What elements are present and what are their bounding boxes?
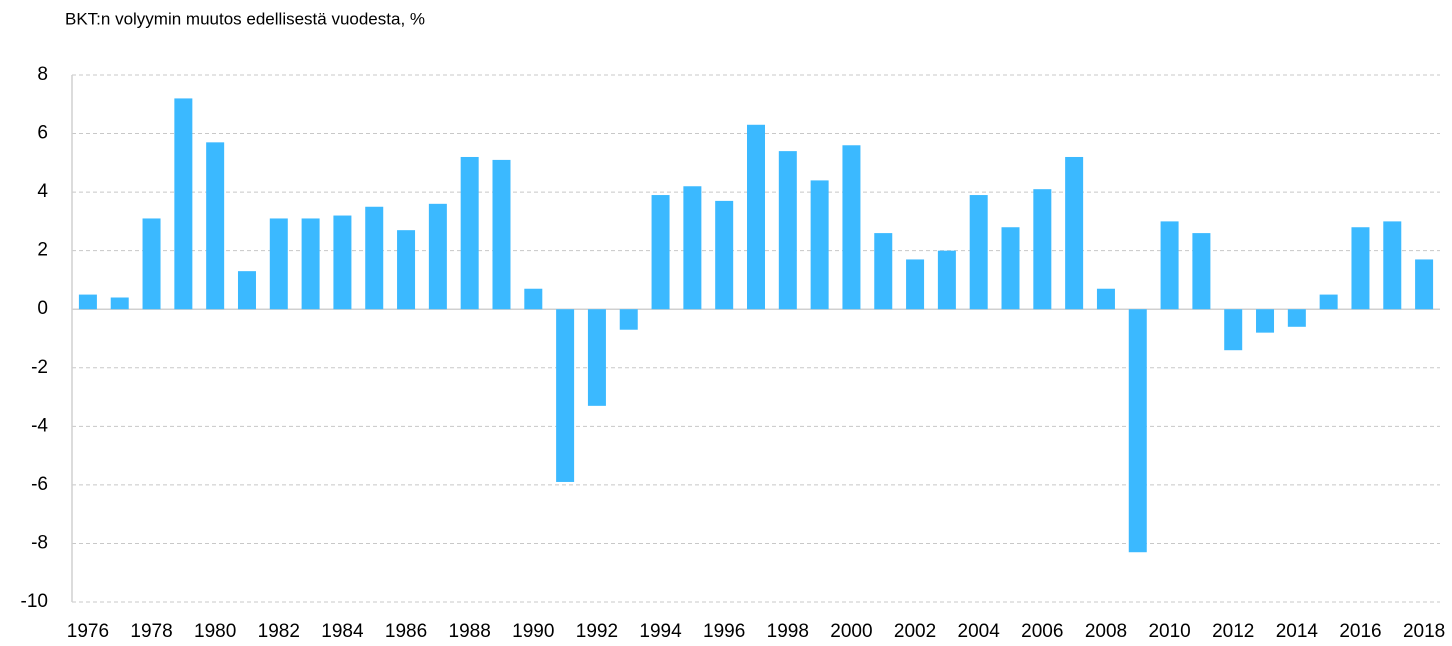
x-tick-label: 2014 — [1276, 621, 1319, 642]
x-tick-label: 1982 — [258, 621, 300, 642]
bar — [301, 218, 320, 310]
bar — [524, 288, 543, 310]
bar — [78, 294, 97, 310]
y-tick-label: -10 — [21, 591, 48, 612]
y-tick-label: -6 — [31, 474, 48, 495]
y-tick-label: -2 — [31, 357, 48, 378]
bar — [1096, 288, 1115, 310]
x-tick-label: 1986 — [385, 621, 427, 642]
x-tick-label: 2008 — [1085, 621, 1127, 642]
bar — [237, 271, 256, 310]
y-tick-label: -4 — [31, 415, 48, 436]
x-tick-label: 2000 — [830, 621, 872, 642]
bar — [810, 180, 829, 310]
bar — [1351, 227, 1370, 310]
bar — [587, 309, 606, 406]
bar — [1065, 156, 1084, 310]
x-tick-label: 1988 — [449, 621, 491, 642]
y-tick-label: 4 — [37, 181, 48, 202]
x-tick-label: 1992 — [576, 621, 618, 642]
x-tick-label: 1994 — [639, 621, 682, 642]
bar — [969, 195, 988, 310]
x-tick-label: 1980 — [194, 621, 236, 642]
x-tick-label: 1996 — [703, 621, 745, 642]
bar — [1033, 189, 1052, 310]
bar — [1383, 221, 1402, 310]
x-tick-label: 1990 — [512, 621, 554, 642]
x-tick-label: 1978 — [130, 621, 172, 642]
bar — [460, 156, 479, 310]
bar — [492, 159, 511, 310]
bar — [269, 218, 288, 310]
x-tick-label: 2004 — [958, 621, 1001, 642]
bar — [365, 206, 384, 310]
bar — [1160, 221, 1179, 310]
y-tick-label: -8 — [31, 532, 48, 553]
bar — [906, 259, 925, 310]
x-tick-label: 1998 — [767, 621, 809, 642]
y-tick-label: 2 — [37, 240, 48, 261]
y-tick-label: 8 — [37, 64, 48, 85]
bar — [1415, 259, 1434, 310]
bar — [556, 309, 575, 482]
bar — [842, 145, 861, 310]
bar — [1256, 309, 1275, 333]
bar — [937, 250, 956, 310]
bar — [1001, 227, 1020, 310]
bar — [1128, 309, 1147, 553]
bar — [174, 98, 193, 310]
bar — [206, 142, 225, 310]
bar — [1224, 309, 1243, 351]
x-tick-label: 2012 — [1212, 621, 1254, 642]
y-tick-label: 6 — [37, 123, 48, 144]
x-tick-label: 1984 — [321, 621, 364, 642]
chart-title: BKT:n volyymin muutos edellisestä vuodes… — [65, 9, 425, 28]
x-tick-label: 2016 — [1339, 621, 1381, 642]
bar — [651, 195, 670, 310]
bar — [715, 200, 734, 310]
bar — [619, 309, 638, 330]
bar — [1192, 233, 1211, 310]
x-tick-label: 2002 — [894, 621, 936, 642]
x-tick-label: 2018 — [1403, 621, 1445, 642]
bar — [874, 233, 893, 310]
bar — [1287, 309, 1306, 327]
bar — [1319, 294, 1338, 310]
bar — [747, 124, 765, 310]
y-tick-label: 0 — [37, 298, 48, 319]
bar — [333, 215, 352, 310]
bar — [778, 151, 797, 310]
x-tick-label: 2006 — [1021, 621, 1063, 642]
bar — [428, 203, 447, 310]
x-tick-label: 2010 — [1148, 621, 1190, 642]
x-tick-label: 1976 — [67, 621, 109, 642]
bar — [142, 218, 161, 310]
bar — [397, 230, 416, 310]
bar — [110, 297, 129, 310]
bar — [683, 186, 702, 310]
